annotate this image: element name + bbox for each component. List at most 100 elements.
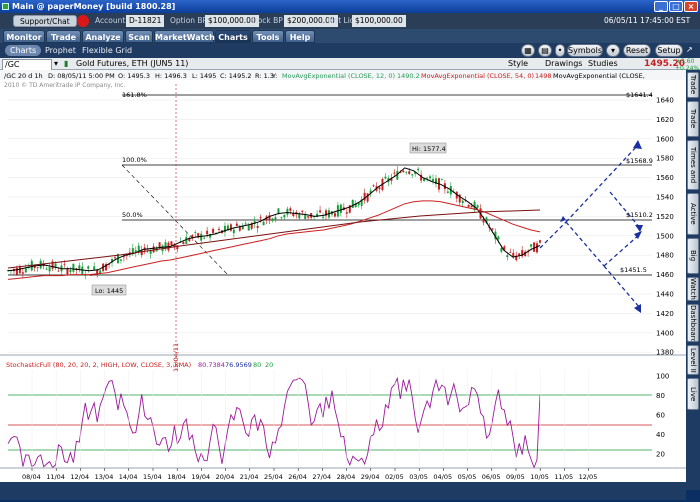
maximize-icon[interactable]: □: [669, 1, 683, 12]
window-titlebar: Main @ paperMoney [build 1800.28] _ □ ×: [0, 0, 700, 13]
ma12-label: MovAvgExponential (CLOSE, 12, 0): [282, 72, 395, 80]
account-id[interactable]: D-11821: [126, 15, 165, 27]
side-tab-big-buttons[interactable]: Big Buttons: [687, 238, 699, 274]
subtab-prophet[interactable]: Prophet: [45, 46, 76, 55]
side-tab-live-news[interactable]: Live News: [687, 378, 699, 410]
tab-analyze[interactable]: Analyze: [82, 30, 124, 43]
chart-header: /GC ▾ ▮ Gold Futures, ETH (JUN5 11) Styl…: [0, 58, 700, 72]
date-tick-label: 06/05: [482, 473, 501, 481]
close-icon[interactable]: ×: [684, 1, 698, 12]
price-axis: 1640 1620 1600 1580 1560 1540 1520 1500 1480 1460…: [656, 97, 674, 357]
scroll-area[interactable]: [0, 482, 686, 500]
side-tab-level-ii[interactable]: Level II: [687, 345, 699, 375]
symbol-dropdown-icon[interactable]: ▾: [54, 59, 59, 68]
layout-icon[interactable]: ▤: [538, 44, 552, 57]
fib-50-label: 50.0%: [122, 211, 143, 219]
app-icon: [2, 3, 9, 10]
fib-100-value: $1568.9: [626, 157, 653, 165]
close-readout: C: 1495.2: [220, 72, 252, 80]
ma12-value: 1490.2: [397, 72, 420, 80]
high-label: Hi: 1577.4: [412, 145, 446, 153]
tab-marketwatch[interactable]: MarketWatch: [154, 30, 215, 43]
symbol-info-icon[interactable]: ▮: [64, 59, 69, 68]
price-tick-label: 1380: [656, 349, 674, 357]
range-readout: R: 1.3: [255, 72, 274, 80]
date-tick-label: 14/04: [119, 473, 138, 481]
subtab-charts[interactable]: Charts: [5, 45, 42, 56]
copyright: 2010 © TD Ameritrade IP Company, Inc.: [4, 82, 125, 89]
projection-arrows: [539, 144, 641, 309]
side-tab-dashboard[interactable]: Dashboard: [687, 304, 699, 342]
tab-trade[interactable]: Trade: [46, 30, 81, 43]
price-chart[interactable]: /GC 20 d 1h D: 08/05/11 5:00 PM O: 1495.…: [0, 70, 686, 500]
date-axis: 08/04 11/04 12/04 13/04 14/04 15/04 18/04 19/04…: [22, 370, 597, 481]
low-readout: L: 1495: [192, 72, 216, 80]
date-tick-label: 27/04: [312, 473, 331, 481]
stoch-tick-label: 40: [656, 431, 665, 439]
date-tick-label: 02/05: [385, 473, 404, 481]
date-tick-label: 05/05: [458, 473, 477, 481]
price-tick-label: 1460: [656, 271, 674, 279]
fib-1618-label: 161.8%: [122, 91, 147, 99]
date-tick-label: 18/04: [167, 473, 186, 481]
style-menu[interactable]: Style: [508, 59, 529, 68]
date-tick-label: 08/04: [22, 473, 41, 481]
price-tick-label: 1560: [656, 174, 674, 182]
drawings-menu[interactable]: Drawings: [545, 59, 583, 68]
netliq-value: $100,000.00: [352, 15, 406, 27]
tab-scan[interactable]: Scan: [125, 30, 153, 43]
date-tick-label: 20/04: [216, 473, 235, 481]
side-tab-watch[interactable]: Watch: [687, 277, 699, 301]
grid-icon[interactable]: ▦: [521, 44, 535, 57]
side-tab-active-trader[interactable]: Active Trader: [687, 193, 699, 235]
date-tick-label: 11/04: [46, 473, 65, 481]
tab-monitor[interactable]: Monitor: [3, 30, 45, 43]
stoch-v3: 80: [253, 361, 261, 369]
link-icon[interactable]: •: [555, 44, 565, 57]
support-chat-button[interactable]: Support/Chat: [13, 15, 77, 27]
tab-help[interactable]: Help: [285, 30, 315, 43]
price-tick-label: 1480: [656, 252, 674, 260]
ema12-line: [7, 167, 541, 272]
date-tick-label: 09/05: [506, 473, 525, 481]
date-tick-label: 04/05: [433, 473, 452, 481]
tab-charts[interactable]: Charts: [215, 30, 251, 43]
alert-icon[interactable]: [77, 15, 89, 27]
setup-button[interactable]: Setup: [655, 44, 683, 57]
vertical-date-label: 15/04/11: [172, 343, 180, 372]
stoch-v4: 20: [265, 361, 273, 369]
detach-icon[interactable]: ↗: [686, 45, 693, 54]
ema54-line: [7, 200, 541, 280]
stoch-axis: 100 80 60 40 20: [656, 373, 669, 459]
date-readout: D: 08/05/11 5:00 PM: [48, 72, 115, 80]
stoch-tick-label: 100: [656, 373, 669, 381]
arrow-heads: [560, 140, 643, 313]
option-bp-value: $100,000.00: [205, 15, 259, 27]
price-candles: [7, 166, 541, 280]
side-tab-trade[interactable]: Trade: [687, 72, 699, 98]
main-tabs: Monitor Trade Analyze Scan MarketWatch C…: [0, 29, 700, 43]
price-tick-label: 1520: [656, 213, 674, 221]
ma54-value: 1498: [535, 72, 552, 80]
low-label: Lo: 1445: [95, 287, 123, 295]
date-tick-label: 15/04: [143, 473, 162, 481]
subtab-flexible-grid[interactable]: Flexible Grid: [82, 46, 133, 55]
chart-area[interactable]: /GC 20 d 1h D: 08/05/11 5:00 PM O: 1495.…: [0, 70, 686, 500]
symbols-button[interactable]: Symbols: [567, 44, 603, 57]
minimize-icon[interactable]: _: [654, 1, 668, 12]
price-tick-label: 1500: [656, 232, 674, 240]
symbol-name: Gold Futures, ETH (JUN5 11): [76, 59, 189, 68]
sub-tabs: Charts Prophet Flexible Grid ▦ ▤ • Symbo…: [0, 43, 700, 58]
side-tab-times-and-sales[interactable]: Times and Sales: [687, 140, 699, 190]
account-bar: Support/Chat Account D-11821 Option BP $…: [0, 13, 700, 29]
save-icon[interactable]: ▾: [606, 44, 620, 57]
stoch-tick-label: 80: [656, 392, 665, 400]
side-tab-trade-flash[interactable]: Trade Flash: [687, 101, 699, 137]
date-tick-label: 28/04: [337, 473, 356, 481]
stoch-v2: 76.9569: [225, 361, 252, 369]
price-change-pct: +0.24%: [675, 65, 700, 72]
reset-button[interactable]: Reset: [623, 44, 651, 57]
tab-tools[interactable]: Tools: [252, 30, 284, 43]
studies-menu[interactable]: Studies: [588, 59, 618, 68]
date-tick-label: 12/05: [579, 473, 598, 481]
